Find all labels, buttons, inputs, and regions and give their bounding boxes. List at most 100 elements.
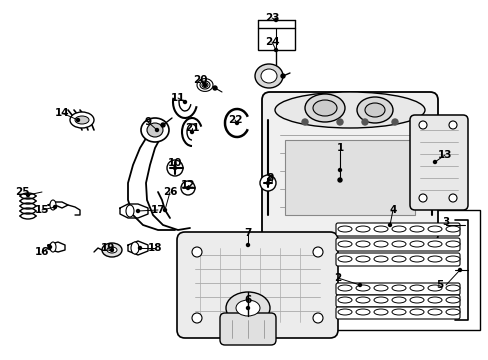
- Ellipse shape: [337, 241, 351, 247]
- Circle shape: [433, 161, 436, 163]
- Text: 25: 25: [15, 187, 29, 197]
- Text: 14: 14: [55, 108, 69, 118]
- Ellipse shape: [409, 309, 423, 315]
- Circle shape: [266, 181, 269, 184]
- Circle shape: [136, 210, 139, 212]
- Text: 12: 12: [181, 180, 195, 190]
- FancyBboxPatch shape: [335, 283, 459, 295]
- Circle shape: [76, 118, 80, 122]
- Ellipse shape: [409, 297, 423, 303]
- Circle shape: [110, 248, 113, 252]
- Bar: [329, 210, 479, 330]
- Text: 4: 4: [388, 205, 396, 215]
- Ellipse shape: [236, 300, 260, 316]
- FancyBboxPatch shape: [220, 313, 275, 345]
- FancyBboxPatch shape: [335, 295, 459, 307]
- Ellipse shape: [312, 313, 323, 323]
- Ellipse shape: [192, 313, 202, 323]
- Ellipse shape: [445, 297, 459, 303]
- Ellipse shape: [356, 97, 392, 123]
- Circle shape: [155, 129, 158, 131]
- Ellipse shape: [427, 226, 441, 232]
- Ellipse shape: [337, 297, 351, 303]
- Ellipse shape: [409, 226, 423, 232]
- FancyBboxPatch shape: [335, 253, 459, 266]
- Circle shape: [274, 49, 277, 51]
- Text: 23: 23: [264, 13, 279, 23]
- Ellipse shape: [373, 309, 387, 315]
- Ellipse shape: [192, 247, 202, 257]
- Ellipse shape: [305, 94, 345, 122]
- Circle shape: [281, 74, 285, 78]
- Ellipse shape: [418, 121, 426, 129]
- Circle shape: [336, 119, 342, 125]
- Text: 1: 1: [336, 143, 343, 153]
- Ellipse shape: [337, 256, 351, 262]
- Ellipse shape: [445, 285, 459, 291]
- Text: 8: 8: [266, 173, 273, 183]
- Circle shape: [387, 224, 391, 226]
- Ellipse shape: [355, 309, 369, 315]
- Ellipse shape: [75, 116, 89, 124]
- Circle shape: [48, 246, 51, 248]
- Ellipse shape: [427, 285, 441, 291]
- Circle shape: [163, 208, 166, 211]
- Ellipse shape: [337, 226, 351, 232]
- Ellipse shape: [409, 241, 423, 247]
- Ellipse shape: [337, 285, 351, 291]
- Ellipse shape: [107, 247, 117, 253]
- Ellipse shape: [50, 242, 56, 252]
- Ellipse shape: [337, 309, 351, 315]
- Ellipse shape: [102, 243, 122, 257]
- Ellipse shape: [254, 64, 283, 88]
- Ellipse shape: [364, 103, 384, 117]
- Ellipse shape: [445, 226, 459, 232]
- FancyBboxPatch shape: [177, 232, 337, 338]
- Ellipse shape: [312, 100, 336, 116]
- Ellipse shape: [50, 200, 56, 210]
- Bar: [258, 28, 294, 50]
- Text: 9: 9: [144, 117, 151, 127]
- Circle shape: [391, 119, 397, 125]
- Ellipse shape: [448, 121, 456, 129]
- Ellipse shape: [260, 175, 275, 191]
- Ellipse shape: [445, 309, 459, 315]
- Ellipse shape: [391, 309, 405, 315]
- Ellipse shape: [147, 123, 163, 137]
- Ellipse shape: [391, 297, 405, 303]
- Ellipse shape: [355, 241, 369, 247]
- Circle shape: [235, 122, 238, 125]
- Circle shape: [302, 119, 307, 125]
- Text: 18: 18: [147, 243, 162, 253]
- Text: 15: 15: [35, 205, 49, 215]
- Text: 6: 6: [244, 295, 251, 305]
- Ellipse shape: [427, 297, 441, 303]
- Circle shape: [213, 86, 217, 90]
- Ellipse shape: [131, 242, 139, 254]
- Circle shape: [138, 247, 141, 249]
- FancyBboxPatch shape: [335, 223, 459, 236]
- Ellipse shape: [225, 292, 269, 324]
- Ellipse shape: [427, 256, 441, 262]
- Circle shape: [203, 84, 206, 86]
- Ellipse shape: [167, 160, 183, 176]
- Ellipse shape: [261, 69, 276, 83]
- Text: 11: 11: [170, 93, 185, 103]
- FancyBboxPatch shape: [409, 115, 467, 210]
- Ellipse shape: [274, 92, 424, 128]
- FancyBboxPatch shape: [335, 307, 459, 319]
- Ellipse shape: [355, 285, 369, 291]
- Text: 19: 19: [101, 243, 115, 253]
- FancyBboxPatch shape: [335, 238, 459, 251]
- Ellipse shape: [70, 112, 94, 128]
- FancyBboxPatch shape: [262, 92, 437, 243]
- Ellipse shape: [373, 297, 387, 303]
- Text: 10: 10: [167, 158, 182, 168]
- Ellipse shape: [141, 118, 169, 142]
- Circle shape: [173, 166, 176, 170]
- Circle shape: [246, 306, 249, 310]
- Ellipse shape: [312, 247, 323, 257]
- Text: 7: 7: [244, 228, 251, 238]
- Ellipse shape: [373, 285, 387, 291]
- Ellipse shape: [409, 256, 423, 262]
